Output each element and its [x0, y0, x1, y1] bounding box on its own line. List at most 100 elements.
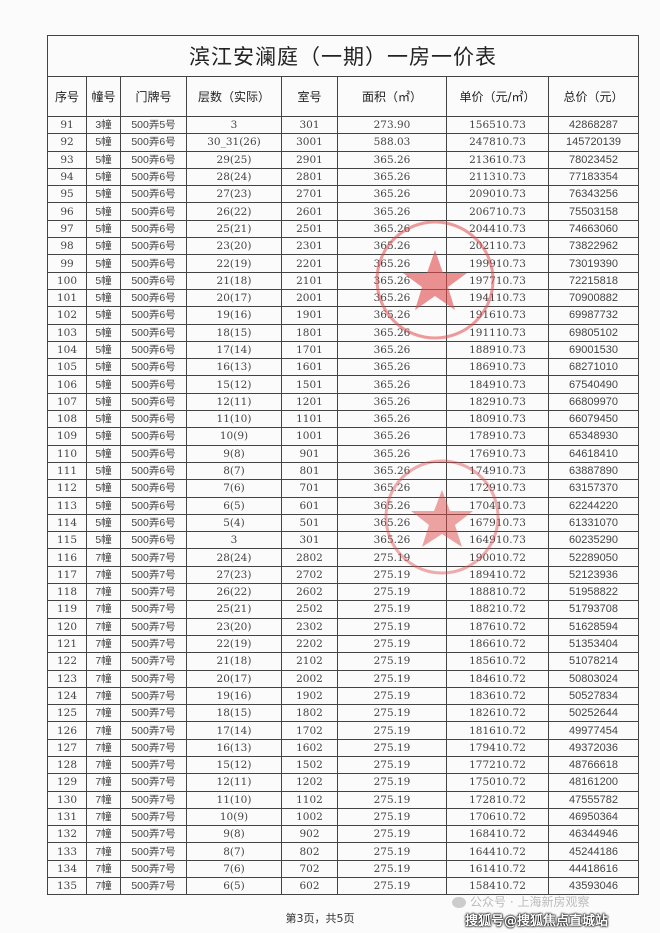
table-row: 102 5幢 500弄6号 19(16) 1901 365.26 191610.73 6998… — [47, 306, 639, 325]
building-cell: 5幢 — [86, 288, 121, 308]
table-row: 96 5幢 500弄6号 26(22) 2601 365.26 206710.73 75503… — [47, 202, 639, 221]
room-cell: 1701 — [281, 340, 338, 360]
floor-cell: 23(20) — [186, 617, 282, 636]
unit-price-cell: 188910.73 — [446, 340, 549, 360]
column-header: 门牌号 — [120, 76, 187, 117]
unit-price-cell: 184910.73 — [446, 375, 549, 394]
door-number-cell: 500弄6号 — [120, 237, 187, 256]
unit-price-cell: 181610.72 — [446, 721, 549, 740]
table-row: 117 7幢 500弄7号 27(23) 2702 275.19 189410.72 5212… — [47, 565, 639, 585]
building-cell: 5幢 — [86, 133, 121, 152]
area-cell: 275.19 — [337, 842, 447, 861]
page-number: 第3页，共5页 — [0, 910, 660, 926]
table-row: 118 7幢 500弄7号 26(22) 2602 275.19 188810.72 5195… — [47, 583, 639, 602]
unit-price-cell: 188810.72 — [446, 583, 549, 602]
seq-cell: 108 — [47, 410, 87, 429]
table-row: 129 7幢 500弄7号 12(11) 1202 275.19 175010.72 4816… — [47, 773, 639, 792]
door-number-cell: 500弄7号 — [120, 755, 187, 775]
floor-cell: 3 — [186, 115, 282, 135]
building-cell: 5幢 — [86, 185, 121, 204]
building-cell: 7幢 — [86, 583, 121, 602]
area-cell: 275.19 — [337, 548, 447, 567]
total-price-cell: 66809970 — [548, 392, 639, 412]
table-row: 120 7幢 500弄7号 23(20) 2302 275.19 187610.72 5162… — [47, 617, 639, 636]
seq-cell: 94 — [47, 167, 87, 187]
seq-cell: 106 — [47, 375, 87, 394]
building-cell: 5幢 — [86, 375, 121, 394]
floor-cell: 23(20) — [186, 237, 282, 256]
seq-cell: 112 — [47, 479, 87, 498]
building-cell: 7幢 — [86, 773, 121, 792]
column-header: 序号 — [47, 76, 87, 117]
total-price-cell: 64618410 — [548, 444, 639, 463]
seq-cell: 128 — [47, 755, 87, 775]
area-cell: 365.26 — [337, 202, 447, 221]
total-price-cell: 72215818 — [548, 271, 639, 290]
table-row: 131 7幢 500弄7号 10(9) 1002 275.19 170610.72 46950… — [47, 807, 639, 827]
table-row: 93 5幢 500弄6号 29(25) 2901 365.26 213610.73 78023… — [47, 150, 639, 169]
table-row: 132 7幢 500弄7号 9(8) 902 275.19 168410.72 4634494… — [47, 825, 639, 844]
area-cell: 365.26 — [337, 340, 447, 360]
room-cell: 1102 — [281, 790, 338, 809]
door-number-cell: 500弄7号 — [120, 721, 187, 740]
area-cell: 365.26 — [337, 444, 447, 463]
building-cell: 7幢 — [86, 669, 121, 688]
area-cell: 275.19 — [337, 600, 447, 619]
unit-price-cell: 197710.73 — [446, 271, 549, 290]
room-cell: 2301 — [281, 237, 338, 256]
room-cell: 2802 — [281, 548, 338, 567]
building-cell: 7幢 — [86, 548, 121, 567]
building-cell: 5幢 — [86, 167, 121, 187]
seq-cell: 118 — [47, 583, 87, 602]
building-cell: 7幢 — [86, 600, 121, 619]
door-number-cell: 500弄6号 — [120, 358, 187, 377]
door-number-cell: 500弄7号 — [120, 877, 187, 896]
door-number-cell: 500弄6号 — [120, 427, 187, 446]
unit-price-cell: 190010.72 — [446, 548, 549, 567]
total-price-cell: 78023452 — [548, 150, 639, 169]
door-number-cell: 500弄7号 — [120, 669, 187, 688]
door-number-cell: 500弄6号 — [120, 150, 187, 169]
seq-cell: 131 — [47, 807, 87, 827]
floor-cell: 21(18) — [186, 652, 282, 671]
area-cell: 273.90 — [337, 115, 447, 135]
table-row: 103 5幢 500弄6号 18(15) 1801 365.26 191110.73 6980… — [47, 323, 639, 342]
unit-price-cell: 202110.73 — [446, 237, 549, 256]
total-price-cell: 145720139 — [548, 133, 639, 152]
floor-cell: 16(13) — [186, 358, 282, 377]
building-cell: 7幢 — [86, 738, 121, 757]
door-number-cell: 500弄7号 — [120, 704, 187, 723]
building-cell: 7幢 — [86, 565, 121, 585]
door-number-cell: 500弄7号 — [120, 548, 187, 567]
building-cell: 5幢 — [86, 444, 121, 463]
table-row: 112 5幢 500弄6号 7(6) 701 365.26 172910.73 6315737… — [47, 479, 639, 498]
seq-cell: 134 — [47, 859, 87, 879]
floor-cell: 22(19) — [186, 254, 282, 273]
table-row: 125 7幢 500弄7号 18(15) 1802 275.19 182610.72 5025… — [47, 704, 639, 723]
door-number-cell: 500弄6号 — [120, 254, 187, 273]
room-cell: 2901 — [281, 150, 338, 169]
total-price-cell: 61331070 — [548, 513, 639, 533]
seq-cell: 92 — [47, 133, 87, 152]
building-cell: 5幢 — [86, 340, 121, 360]
table-row: 105 5幢 500弄6号 16(13) 1601 365.26 186910.73 6827… — [47, 358, 639, 377]
door-number-cell: 500弄7号 — [120, 652, 187, 671]
room-cell: 2601 — [281, 202, 338, 221]
seq-cell: 93 — [47, 150, 87, 169]
room-cell: 701 — [281, 479, 338, 498]
room-cell: 301 — [281, 531, 338, 550]
building-cell: 5幢 — [86, 479, 121, 498]
building-cell: 5幢 — [86, 219, 121, 239]
seq-cell: 129 — [47, 773, 87, 792]
area-cell: 365.26 — [337, 237, 447, 256]
total-price-cell: 46344946 — [548, 825, 639, 844]
room-cell: 1202 — [281, 773, 338, 792]
area-cell: 365.26 — [337, 167, 447, 187]
total-price-cell: 67540490 — [548, 375, 639, 394]
building-cell: 7幢 — [86, 755, 121, 775]
total-price-cell: 45244186 — [548, 842, 639, 861]
door-number-cell: 500弄6号 — [120, 185, 187, 204]
total-price-cell: 51628594 — [548, 617, 639, 636]
total-price-cell: 70900882 — [548, 288, 639, 308]
seq-cell: 100 — [47, 271, 87, 290]
